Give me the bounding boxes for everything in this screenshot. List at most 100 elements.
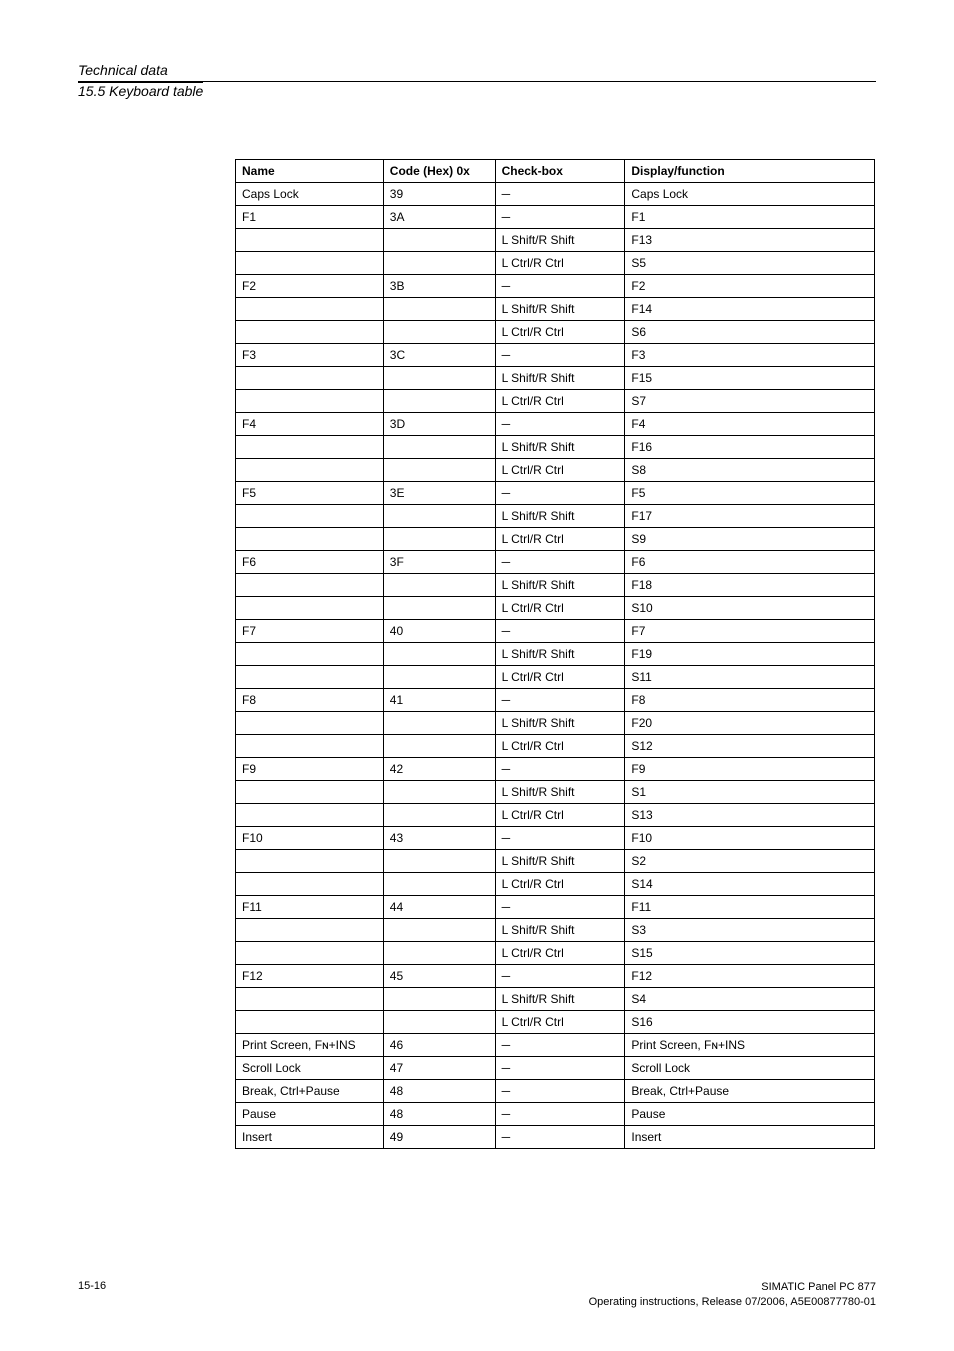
table-cell: Insert [236,1125,384,1148]
table-cell [236,665,384,688]
table-row: L Ctrl/R CtrlS10 [236,596,875,619]
table-cell [383,366,495,389]
table-row: L Shift/R ShiftF19 [236,642,875,665]
table-cell: F12 [236,964,384,987]
table-cell: S2 [625,849,875,872]
table-cell: Print Screen, Fɴ+INS [236,1033,384,1056]
table-cell: 48 [383,1079,495,1102]
table-cell: Break, Ctrl+Pause [625,1079,875,1102]
table-cell: L Shift/R Shift [495,918,625,941]
table-cell: Print Screen, Fɴ+INS [625,1033,875,1056]
table-row: F841─F8 [236,688,875,711]
table-cell: ─ [495,619,625,642]
table-cell [383,297,495,320]
table-cell: ─ [495,964,625,987]
table-row: F740─F7 [236,619,875,642]
page-footer: 15-16 SIMATIC Panel PC 877 Operating ins… [78,1280,876,1309]
table-cell: ─ [495,895,625,918]
table-cell [236,941,384,964]
table-cell: Pause [236,1102,384,1125]
table-cell: 3C [383,343,495,366]
table-cell [383,527,495,550]
table-row: L Ctrl/R CtrlS16 [236,1010,875,1033]
table-cell: L Ctrl/R Ctrl [495,941,625,964]
table-cell [236,251,384,274]
table-cell: F6 [625,550,875,573]
table-cell [236,297,384,320]
table-row: Print Screen, Fɴ+INS46─Print Screen, Fɴ+… [236,1033,875,1056]
header-subtitle: 15.5 Keyboard table [78,82,203,100]
table-row: F1043─F10 [236,826,875,849]
table-cell: L Ctrl/R Ctrl [495,734,625,757]
table-cell [383,803,495,826]
table-row: L Shift/R ShiftS3 [236,918,875,941]
table-cell [383,251,495,274]
table-cell: F5 [625,481,875,504]
table-cell [383,435,495,458]
table-header-row: Name Code (Hex) 0x Check-box Display/fun… [236,159,875,182]
table-row: L Shift/R ShiftF13 [236,228,875,251]
table-cell: F7 [236,619,384,642]
table-cell: F11 [236,895,384,918]
table-cell: F20 [625,711,875,734]
table-row: L Shift/R ShiftF18 [236,573,875,596]
table-cell: F2 [625,274,875,297]
table-cell: F9 [236,757,384,780]
table-cell: ─ [495,1079,625,1102]
table-cell: ─ [495,757,625,780]
table-cell: 40 [383,619,495,642]
table-row: L Shift/R ShiftS4 [236,987,875,1010]
table-row: F33C─F3 [236,343,875,366]
table-cell: S3 [625,918,875,941]
table-cell: F8 [236,688,384,711]
table-cell [236,320,384,343]
table-cell: F1 [625,205,875,228]
table-cell: ─ [495,688,625,711]
table-cell: ─ [495,205,625,228]
table-cell [383,987,495,1010]
table-cell [236,366,384,389]
table-cell: Scroll Lock [236,1056,384,1079]
table-row: L Shift/R ShiftS2 [236,849,875,872]
table-cell: L Shift/R Shift [495,987,625,1010]
table-cell [236,780,384,803]
table-cell: 44 [383,895,495,918]
table-cell: Insert [625,1125,875,1148]
table-row: Break, Ctrl+Pause48─Break, Ctrl+Pause [236,1079,875,1102]
table-cell: F3 [625,343,875,366]
table-cell: 3F [383,550,495,573]
table-cell [236,711,384,734]
col-display: Display/function [625,159,875,182]
table-cell: 3D [383,412,495,435]
table-cell: L Shift/R Shift [495,711,625,734]
table-row: L Ctrl/R CtrlS12 [236,734,875,757]
table-cell: L Shift/R Shift [495,366,625,389]
table-cell: 42 [383,757,495,780]
table-cell [383,642,495,665]
table-cell: F15 [625,366,875,389]
table-cell: L Ctrl/R Ctrl [495,389,625,412]
table-cell: Caps Lock [236,182,384,205]
table-cell: L Ctrl/R Ctrl [495,458,625,481]
table-cell: L Ctrl/R Ctrl [495,527,625,550]
table-cell: ─ [495,1033,625,1056]
table-cell: S7 [625,389,875,412]
table-cell: S13 [625,803,875,826]
table-cell: F4 [625,412,875,435]
table-cell: S11 [625,665,875,688]
table-cell [383,665,495,688]
table-row: L Ctrl/R CtrlS15 [236,941,875,964]
table-cell: S9 [625,527,875,550]
table-cell [383,849,495,872]
table-row: L Shift/R ShiftF14 [236,297,875,320]
table-cell [383,504,495,527]
table-row: L Shift/R ShiftF20 [236,711,875,734]
table-cell: F18 [625,573,875,596]
table-row: Caps Lock39─Caps Lock [236,182,875,205]
table-cell: S12 [625,734,875,757]
table-cell: ─ [495,1125,625,1148]
table-cell: 46 [383,1033,495,1056]
table-cell: ─ [495,182,625,205]
table-cell: S6 [625,320,875,343]
table-cell [236,1010,384,1033]
